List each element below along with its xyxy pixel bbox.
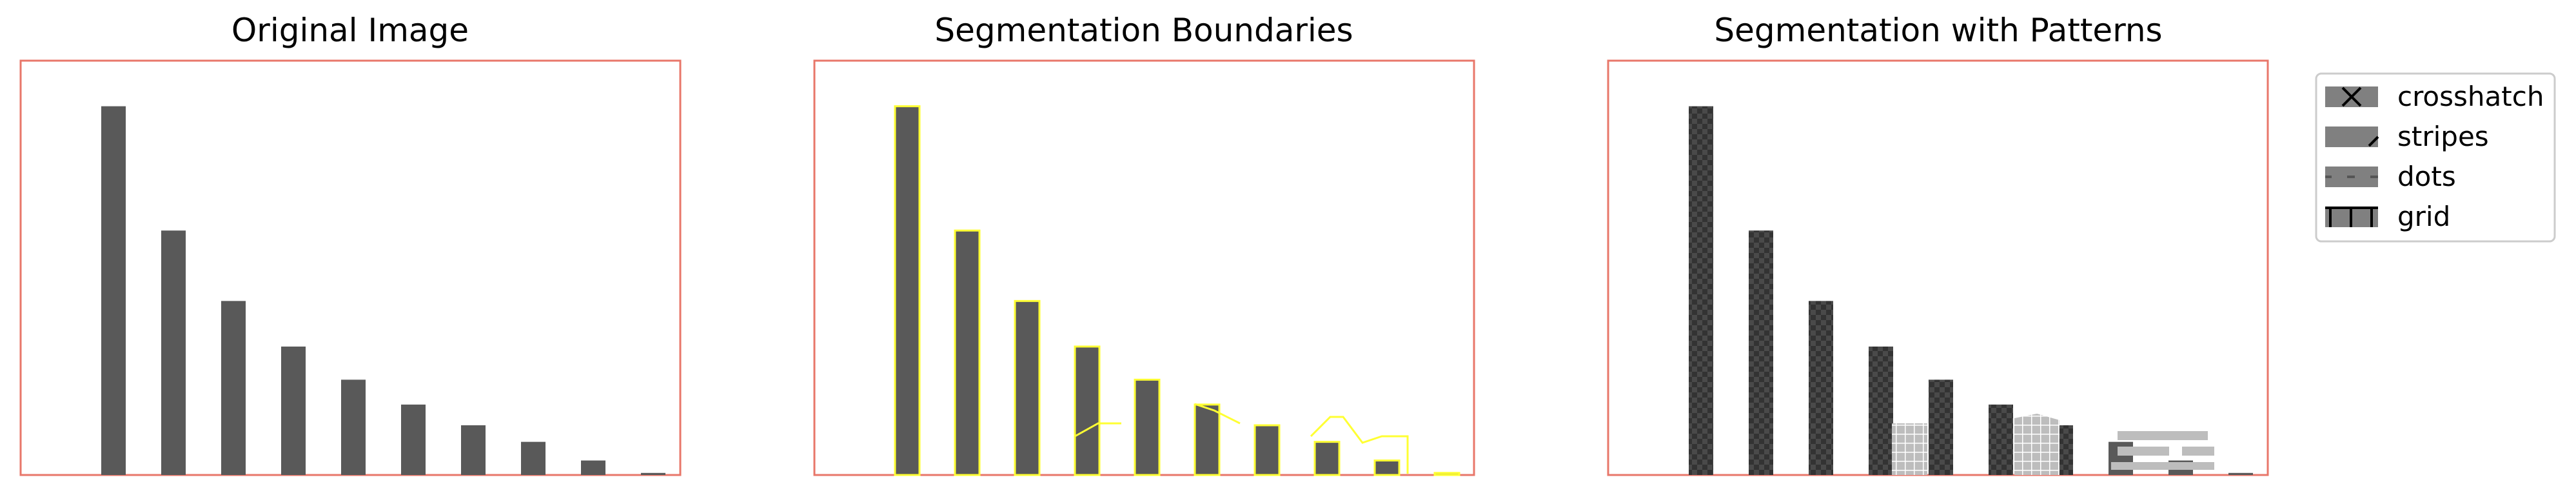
bars-boundaries <box>895 106 1459 475</box>
legend-label-crosshatch: crosshatch <box>2397 81 2544 112</box>
legend-item-stripes: stripes <box>2325 121 2489 152</box>
stripe-region-2 <box>2118 447 2169 456</box>
bar-1-3 <box>221 301 246 475</box>
stripes-swatch <box>2325 126 2378 147</box>
boundary-outline-9 <box>1373 460 1401 476</box>
stripe-region-3 <box>2182 447 2214 456</box>
bar-2-4 <box>1075 346 1099 475</box>
bar-2-6 <box>1195 404 1219 475</box>
boundary-segment-3 <box>1310 416 1409 474</box>
legend-item-grid: grid <box>2325 201 2450 232</box>
legend-label-stripes: stripes <box>2397 121 2489 152</box>
boundary-segment-1 <box>1074 422 1121 438</box>
boundary-outline-6 <box>1194 403 1221 476</box>
bar-1-9 <box>581 460 605 475</box>
bar-1-2 <box>161 230 186 475</box>
bar-3-1 <box>1689 106 1713 475</box>
boundary-outline-3 <box>1014 299 1041 476</box>
bars-patterns <box>1689 106 2253 475</box>
boundary-outline-1 <box>894 105 921 476</box>
panel-title-patterns: Segmentation with Patterns <box>1714 12 2162 49</box>
grid-region-1 <box>1892 423 1927 475</box>
bars-original <box>101 106 665 475</box>
bar-3-10 <box>2228 472 2253 475</box>
bar-1-5 <box>341 379 366 475</box>
boundary-outline-5 <box>1134 378 1161 476</box>
bar-2-7 <box>1255 425 1279 475</box>
bar-2-10 <box>1435 472 1459 475</box>
grid-region-2 <box>2014 414 2060 475</box>
bar-3-4 <box>1869 346 1893 475</box>
bar-3-2 <box>1749 230 1773 475</box>
grid-mark-icon <box>2325 207 2378 227</box>
legend: crosshatch stripes dots grid <box>2315 72 2556 243</box>
boundary-outline-4 <box>1074 345 1101 476</box>
bar-2-3 <box>1015 301 1039 475</box>
boundary-segment-2 <box>1194 403 1241 425</box>
bar-1-1 <box>101 106 126 475</box>
crosshatch-mark-icon <box>2341 86 2362 107</box>
bar-1-4 <box>281 346 306 475</box>
bar-2-1 <box>895 106 919 475</box>
bar-2-9 <box>1375 460 1399 475</box>
bar-3-5 <box>1929 379 1953 475</box>
boundary-outline-10 <box>1433 472 1460 476</box>
boundary-outline-2 <box>954 229 981 476</box>
legend-item-crosshatch: crosshatch <box>2325 81 2544 112</box>
panel-frame-patterns <box>1607 59 2269 476</box>
stripe-region-1 <box>2118 431 2208 440</box>
boundary-lines <box>894 105 1460 476</box>
bar-1-10 <box>641 472 665 475</box>
stripes-mark-icon <box>2368 136 2379 147</box>
panel-title-original: Original Image <box>231 12 469 49</box>
stripe-region-4 <box>2111 462 2214 470</box>
bar-2-5 <box>1135 379 1159 475</box>
boundary-outline-8 <box>1313 441 1341 476</box>
bar-3-3 <box>1809 301 1833 475</box>
boundary-outline-7 <box>1254 424 1281 476</box>
bar-2-2 <box>955 230 979 475</box>
legend-item-dots: dots <box>2325 161 2456 192</box>
panel-title-boundaries: Segmentation Boundaries <box>934 12 1353 49</box>
bar-3-6 <box>1989 404 2013 475</box>
bar-1-7 <box>461 425 486 475</box>
legend-label-dots: dots <box>2397 161 2456 192</box>
legend-box <box>2315 72 2556 243</box>
bar-1-8 <box>521 441 546 475</box>
legend-label-grid: grid <box>2397 201 2450 232</box>
bar-1-6 <box>401 404 426 475</box>
bar-2-8 <box>1315 441 1339 475</box>
